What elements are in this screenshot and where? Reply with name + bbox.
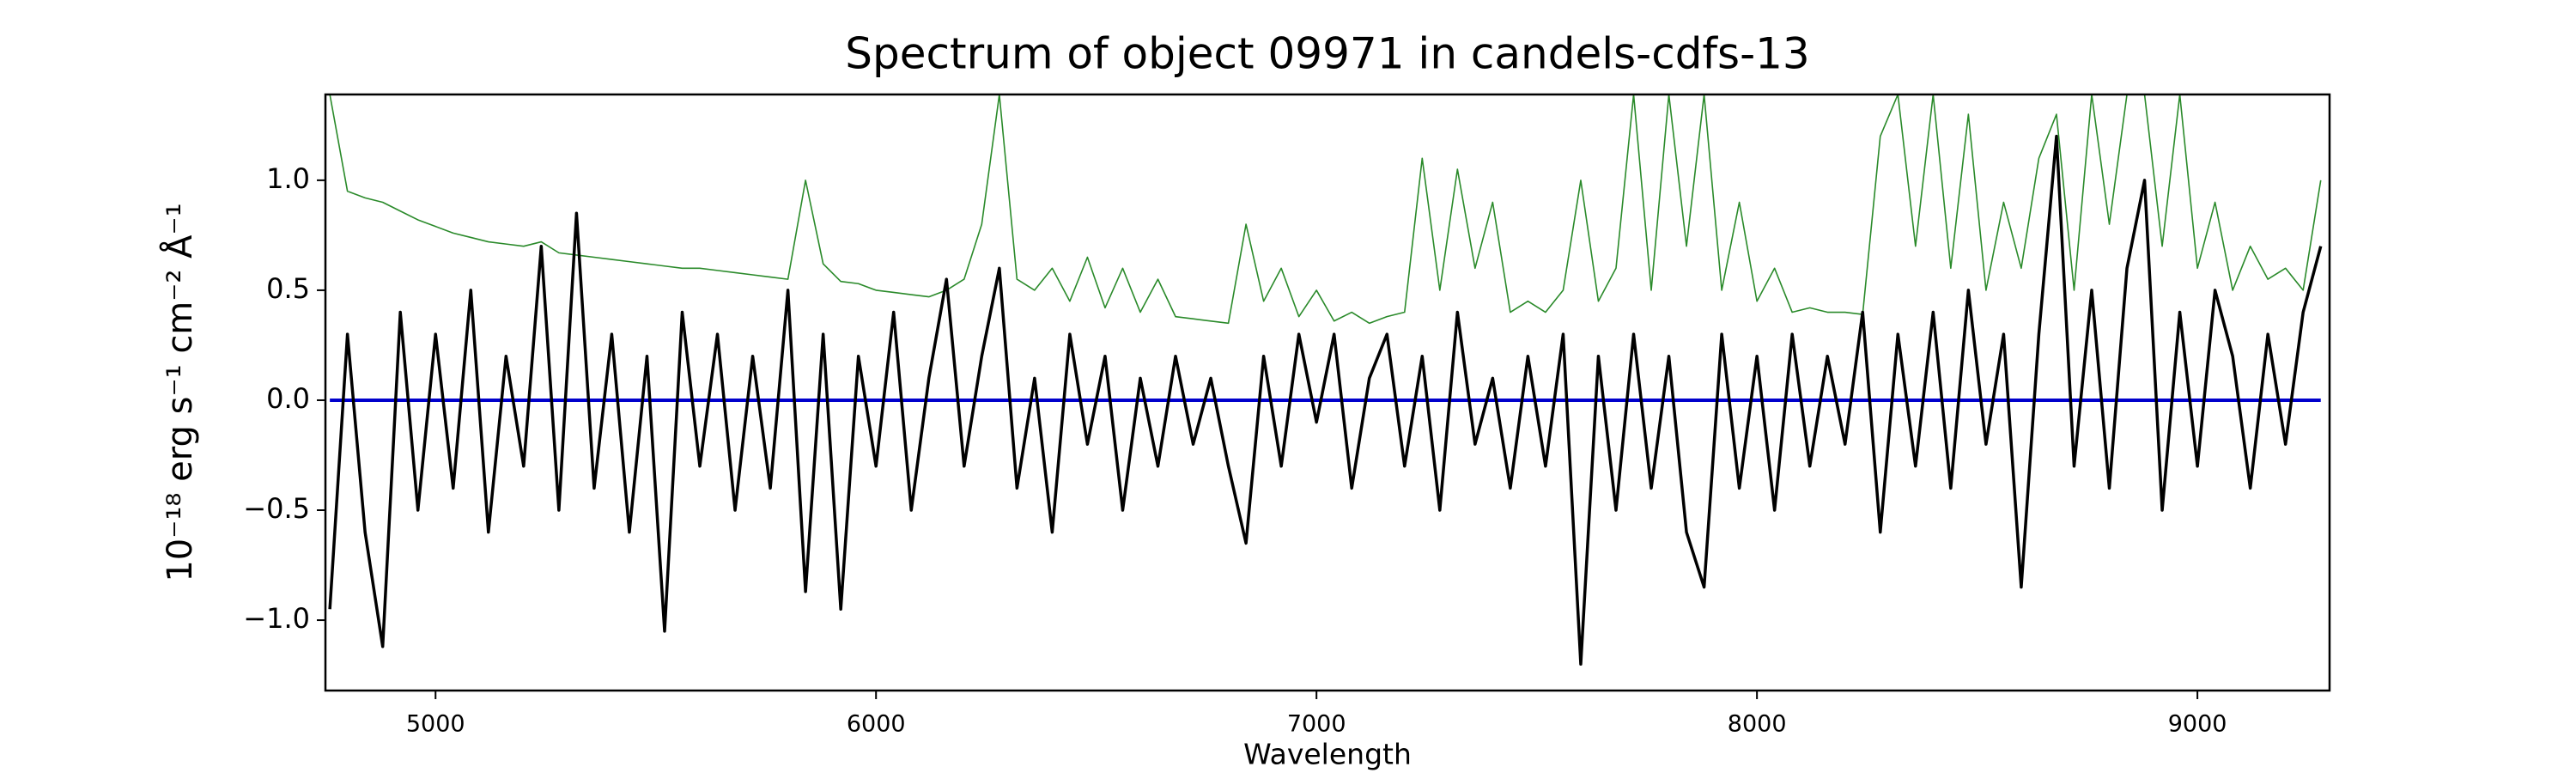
data-line	[328, 134, 2323, 666]
x-tick-label: 8000	[1728, 711, 1787, 738]
x-tick-label: 6000	[847, 711, 906, 738]
y-tick-label: 0.0	[266, 382, 310, 415]
y-tick-label: 1.0	[266, 162, 310, 195]
chart-title: Spectrum of object 09971 in candels-cdfs…	[845, 29, 1810, 79]
y-axis-label: 10⁻¹⁸ erg s⁻¹ cm⁻² Å⁻¹	[159, 203, 200, 581]
x-tick-label: 9000	[2168, 711, 2227, 738]
x-tick-label: 7000	[1287, 711, 1346, 738]
x-tick-label: 5000	[406, 711, 465, 738]
x-axis-label: Wavelength	[1243, 738, 1412, 771]
plot-frame	[324, 93, 2331, 692]
plot-lines	[328, 94, 2323, 666]
y-tick-label: −1.0	[243, 602, 310, 635]
data-line	[329, 94, 2322, 325]
y-tick-label: 0.5	[266, 272, 310, 305]
y-tick-label: −0.5	[243, 492, 310, 525]
